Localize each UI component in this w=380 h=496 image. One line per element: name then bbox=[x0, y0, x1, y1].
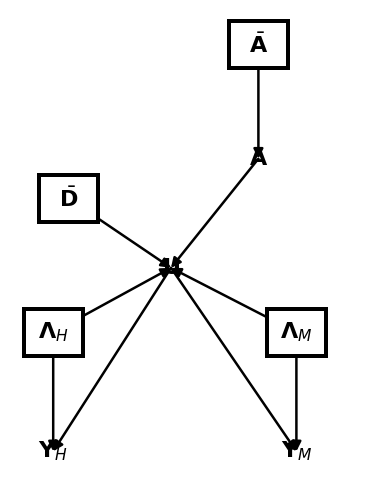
FancyBboxPatch shape bbox=[24, 309, 83, 356]
FancyBboxPatch shape bbox=[39, 175, 98, 222]
FancyBboxPatch shape bbox=[267, 309, 326, 356]
Text: $\mathbf{\Lambda}_{H}$: $\mathbf{\Lambda}_{H}$ bbox=[38, 320, 68, 344]
Text: $\mathbf{U}$: $\mathbf{U}$ bbox=[162, 258, 180, 278]
Text: $\mathbf{Y}_{H}$: $\mathbf{Y}_{H}$ bbox=[38, 439, 68, 463]
Text: $\mathbf{Y}_{M}$: $\mathbf{Y}_{M}$ bbox=[281, 439, 312, 463]
FancyBboxPatch shape bbox=[229, 21, 288, 68]
Text: $\bar{\mathbf{D}}$: $\bar{\mathbf{D}}$ bbox=[59, 186, 78, 211]
Text: $\mathbf{\Lambda}_{M}$: $\mathbf{\Lambda}_{M}$ bbox=[280, 320, 313, 344]
Text: $\mathbf{A}$: $\mathbf{A}$ bbox=[249, 149, 268, 169]
Text: $\bar{\mathbf{A}}$: $\bar{\mathbf{A}}$ bbox=[249, 32, 268, 57]
